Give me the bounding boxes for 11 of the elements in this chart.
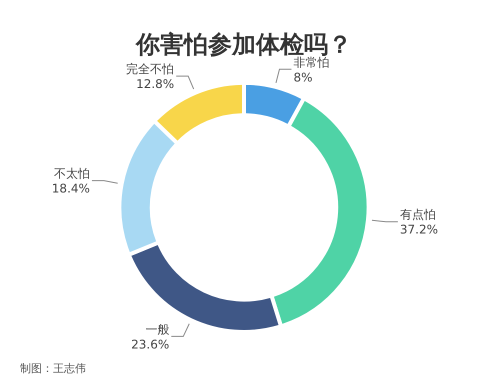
data-label: 18.4% bbox=[52, 182, 90, 196]
data-label: 8% bbox=[293, 70, 313, 84]
data-label: 23.6% bbox=[131, 337, 170, 352]
text: 制图：王志伟 bbox=[20, 362, 86, 375]
data-label: 37.2% bbox=[400, 222, 438, 237]
slice-label: 一般 bbox=[145, 322, 170, 336]
slice-label: 不太怕 bbox=[54, 166, 90, 181]
slice-label: 完全不怕 bbox=[126, 62, 174, 76]
data-label: 12.8% bbox=[136, 77, 174, 92]
slice-label: 有点怕 bbox=[400, 208, 436, 222]
slice-label: 非常怕 bbox=[293, 55, 330, 70]
